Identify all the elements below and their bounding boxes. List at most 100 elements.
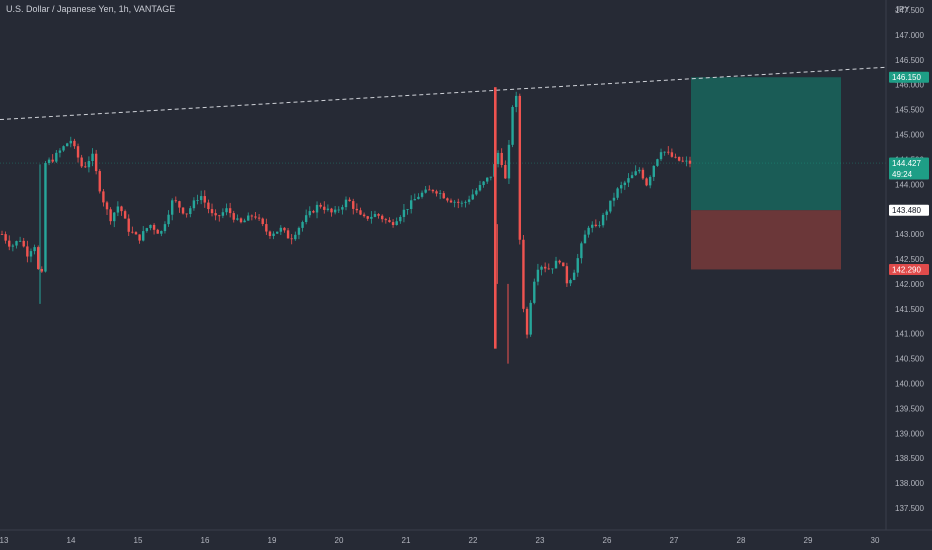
candle-body xyxy=(525,308,529,335)
y-tick-label: 138.000 xyxy=(895,479,924,488)
candle-body xyxy=(232,213,235,220)
y-tick-label: 140.000 xyxy=(895,380,924,389)
candle-body xyxy=(598,225,601,227)
candle-body xyxy=(76,146,80,158)
candle-body xyxy=(243,220,246,223)
candle-body xyxy=(152,224,156,230)
candle-body xyxy=(65,143,69,147)
y-tick-label: 146.500 xyxy=(895,56,924,65)
candle-body xyxy=(384,219,388,221)
candle-body xyxy=(496,152,500,165)
candle-body xyxy=(554,260,558,269)
candle-body xyxy=(228,208,232,214)
candle-body xyxy=(355,208,359,211)
candle-body xyxy=(250,215,254,217)
candle-body xyxy=(210,209,214,214)
candle-body xyxy=(297,227,301,235)
candle-body xyxy=(4,234,7,241)
candle-body xyxy=(178,201,181,208)
candle-body xyxy=(84,166,87,168)
candle-body xyxy=(594,224,598,226)
candle-body xyxy=(312,211,315,213)
candle-body xyxy=(612,197,616,201)
candle-body xyxy=(370,216,373,219)
candle-body xyxy=(547,268,550,270)
candle-body xyxy=(514,95,518,108)
x-tick-label: 29 xyxy=(804,536,813,545)
candle-body xyxy=(641,169,645,179)
candle-body xyxy=(167,214,170,225)
currency-label: JPY xyxy=(895,5,910,14)
candle-body xyxy=(442,193,445,199)
candle-body xyxy=(199,196,203,201)
candle-body xyxy=(109,209,112,222)
profit-zone xyxy=(691,77,841,211)
candle-body xyxy=(507,144,511,179)
candle-body xyxy=(449,200,453,203)
x-tick-label: 14 xyxy=(67,536,76,545)
candle-body xyxy=(142,231,145,241)
y-tick-label: 143.000 xyxy=(895,230,924,239)
y-tick-label: 139.500 xyxy=(895,404,924,413)
candle-body xyxy=(185,213,188,215)
candle-body xyxy=(583,234,587,244)
candle-body xyxy=(677,156,681,161)
candle-body xyxy=(304,215,308,223)
candle-body xyxy=(145,228,149,232)
candle-body xyxy=(648,176,652,186)
candle-body xyxy=(189,208,192,215)
candle-body xyxy=(279,227,283,232)
loss-zone xyxy=(691,210,841,270)
candle-body xyxy=(688,160,692,164)
candle-body xyxy=(123,211,127,219)
candle-body xyxy=(18,240,22,242)
candle-body xyxy=(149,224,152,229)
candle-body xyxy=(37,247,40,269)
candle-body xyxy=(337,209,340,211)
y-tick-label: 141.000 xyxy=(895,330,924,339)
candle-body xyxy=(605,211,608,215)
current-price-countdown: 49:24 xyxy=(892,170,913,179)
candle-body xyxy=(457,201,460,203)
candle-body xyxy=(174,200,178,202)
candle-body xyxy=(315,204,319,213)
y-tick-label: 142.000 xyxy=(895,280,924,289)
candle-body xyxy=(652,165,655,177)
candle-body xyxy=(87,161,91,168)
candle-body xyxy=(569,280,572,284)
candle-body xyxy=(565,266,569,284)
candle-body xyxy=(685,160,688,162)
candle-body xyxy=(33,247,36,252)
candle-body xyxy=(348,199,351,202)
candle-body xyxy=(366,216,369,219)
candle-body xyxy=(587,227,590,235)
y-tick-label: 144.000 xyxy=(895,180,924,189)
candle-body xyxy=(453,201,456,203)
candle-body xyxy=(681,160,684,162)
candle-body xyxy=(138,234,141,241)
candle-body xyxy=(156,229,159,234)
candle-body xyxy=(352,201,355,209)
candle-body xyxy=(207,202,210,210)
candle-body xyxy=(131,231,134,233)
candle-body xyxy=(431,189,435,192)
candle-body xyxy=(562,262,565,267)
candle-body xyxy=(236,218,239,220)
candle-body xyxy=(203,196,206,203)
candle-body xyxy=(656,159,659,166)
candle-body xyxy=(645,178,648,186)
candle-body xyxy=(44,162,47,272)
candle-body xyxy=(283,227,286,231)
candle-body xyxy=(616,188,619,198)
candle-body xyxy=(286,230,290,239)
candle-body xyxy=(486,177,489,182)
candle-body xyxy=(254,216,257,218)
candle-body xyxy=(326,208,330,210)
candle-body xyxy=(127,218,130,232)
candle-body xyxy=(301,222,304,228)
candle-body xyxy=(406,208,409,210)
candle-body xyxy=(330,208,333,213)
candle-body xyxy=(276,231,279,234)
